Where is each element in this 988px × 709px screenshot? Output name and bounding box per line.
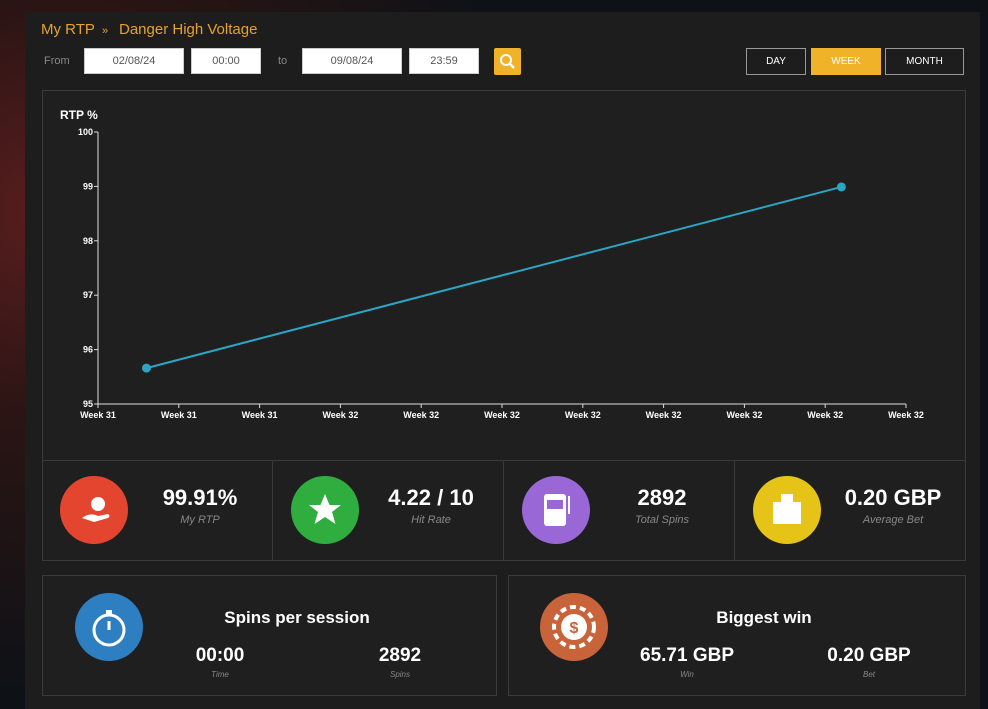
stat-icon [60, 476, 128, 544]
win-value: 0.20 GBP [827, 645, 911, 666]
stat-divider [504, 460, 735, 560]
win-box: $ Biggest win 65.71 GBP Win 0.20 GBP Bet [508, 575, 966, 696]
x-tick-label: Week 32 [646, 410, 682, 420]
data-line [146, 185, 842, 370]
session-box: Spins per session 00:00 Time 2892 Spins [42, 575, 497, 696]
win-label: Win [680, 670, 694, 679]
x-tick-label: Week 31 [80, 410, 116, 420]
chip-icon: $ [540, 593, 608, 661]
session-value: 2892 [378, 645, 422, 666]
win-label: Bet [862, 670, 875, 679]
period-button[interactable]: DAY [746, 48, 806, 75]
x-tick-label: Week 31 [242, 410, 278, 420]
y-tick-label: 96 [83, 345, 93, 355]
stat-value: 99.91% [162, 485, 238, 510]
stat-label: Average Bet [862, 514, 924, 526]
data-point [141, 363, 151, 373]
win-title: Biggest win [716, 608, 812, 627]
win-value: 65.71 GBP [640, 645, 734, 666]
x-tick-label: Week 32 [403, 410, 439, 420]
chart: RTP % 95 96 97 98 99 100 Week 31 Week 31 Week 31… [60, 108, 924, 420]
date-input[interactable]: 09/08/24 [302, 48, 402, 74]
x-tick-label: Week 31 [161, 410, 197, 420]
chart-box: RTP % 95 96 97 98 99 100 Week 31 Week 31 Week 31… [42, 90, 966, 461]
stat-divider [273, 460, 504, 560]
x-tick-label: Week 32 [484, 410, 520, 420]
y-tick-label: 98 [83, 236, 93, 246]
stat-icon [753, 476, 821, 544]
svg-text:$: $ [570, 620, 579, 637]
x-tick-label: Week 32 [726, 410, 762, 420]
y-axis-label: RTP % [60, 108, 98, 122]
y-tick-label: 95 [83, 399, 93, 409]
time-input[interactable]: 23:59 [409, 48, 479, 74]
stat-icon [522, 476, 590, 544]
stat-value: 4.22 / 10 [388, 485, 474, 510]
stopwatch-icon [75, 593, 143, 661]
breadcrumb-current: Danger High Voltage [119, 21, 258, 38]
session-value: 00:00 [195, 645, 245, 666]
x-tick-label: Week 32 [565, 410, 601, 420]
session-label: Spins [389, 670, 410, 679]
breadcrumb-separator: » [102, 25, 109, 37]
stat-value: 2892 [637, 485, 687, 510]
stat-label: My RTP [180, 514, 220, 526]
stat-divider [42, 460, 273, 560]
period-button[interactable]: MONTH [885, 48, 964, 75]
stat-label: Total Spins [634, 514, 690, 526]
y-tick-label: 99 [83, 181, 93, 191]
data-point [836, 182, 846, 192]
search-button[interactable] [494, 48, 521, 75]
x-tick-label: Week 32 [807, 410, 843, 420]
period-button[interactable]: WEEK [811, 48, 881, 75]
session-title: Spins per session [224, 608, 370, 627]
from-label: From [44, 55, 70, 67]
stat-label: Hit Rate [411, 514, 451, 526]
y-tick-label: 97 [83, 290, 93, 300]
x-tick-label: Week 32 [888, 410, 924, 420]
time-input[interactable]: 00:00 [191, 48, 261, 74]
stat-value: 0.20 GBP [844, 485, 942, 510]
breadcrumb-root[interactable]: My RTP [41, 21, 95, 38]
session-label: Time [211, 670, 229, 679]
date-input[interactable]: 02/08/24 [84, 48, 184, 74]
y-tick-label: 100 [78, 127, 93, 137]
x-tick-label: Week 32 [322, 410, 358, 420]
stat-icon [291, 476, 359, 544]
to-label: to [278, 55, 288, 67]
